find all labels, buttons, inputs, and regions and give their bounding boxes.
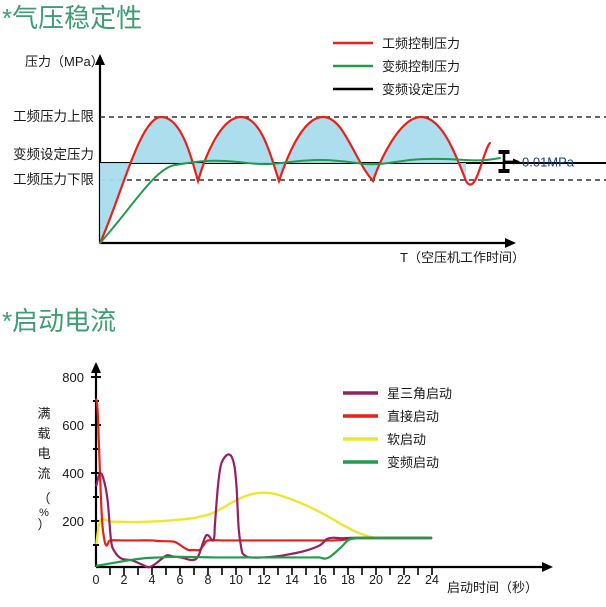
svg-text:*启动电流: *启动电流	[2, 306, 116, 336]
svg-text:10: 10	[229, 573, 243, 587]
svg-text:24: 24	[425, 573, 439, 587]
svg-text:工频压力上限: 工频压力上限	[13, 109, 94, 124]
svg-text:20: 20	[369, 573, 383, 587]
svg-text:22: 22	[397, 573, 411, 587]
svg-text:星三角启动: 星三角启动	[387, 386, 452, 401]
svg-text:电: 电	[37, 446, 50, 461]
svg-text:压力（MPa）: 压力（MPa）	[25, 54, 104, 69]
svg-text:T（空压机工作时间）: T（空压机工作时间）	[400, 250, 525, 265]
svg-text:变频设定压力: 变频设定压力	[13, 147, 94, 162]
svg-text:变频控制压力: 变频控制压力	[382, 59, 460, 74]
svg-text:流: 流	[37, 466, 50, 481]
svg-text:2: 2	[121, 573, 128, 587]
svg-text:8: 8	[205, 573, 212, 587]
svg-text:变频启动: 变频启动	[387, 455, 439, 470]
svg-text:4: 4	[149, 573, 156, 587]
svg-text:工频压力下限: 工频压力下限	[13, 172, 94, 187]
svg-text:满: 满	[37, 406, 50, 421]
svg-text:600: 600	[62, 418, 84, 433]
svg-text:启动时间（秒）: 启动时间（秒）	[447, 580, 538, 595]
svg-text:0: 0	[93, 573, 100, 587]
svg-text:200: 200	[62, 514, 84, 529]
svg-text:变频设定压力: 变频设定压力	[382, 82, 460, 97]
svg-text:）: ）	[37, 517, 50, 532]
svg-text:直接启动: 直接启动	[387, 409, 439, 424]
svg-text:软启动: 软启动	[387, 432, 426, 447]
svg-text:*气压稳定性: *气压稳定性	[2, 3, 142, 33]
svg-text:12: 12	[257, 573, 271, 587]
svg-text:400: 400	[62, 466, 84, 481]
svg-text:800: 800	[62, 370, 84, 385]
svg-text:18: 18	[341, 573, 355, 587]
svg-text:0.01MPa: 0.01MPa	[522, 155, 575, 170]
svg-text:（: （	[37, 491, 50, 506]
svg-text:6: 6	[177, 573, 184, 587]
svg-text:工频控制压力: 工频控制压力	[382, 36, 460, 51]
svg-text:载: 载	[37, 426, 50, 441]
svg-text:14: 14	[285, 573, 299, 587]
svg-text:16: 16	[313, 573, 327, 587]
